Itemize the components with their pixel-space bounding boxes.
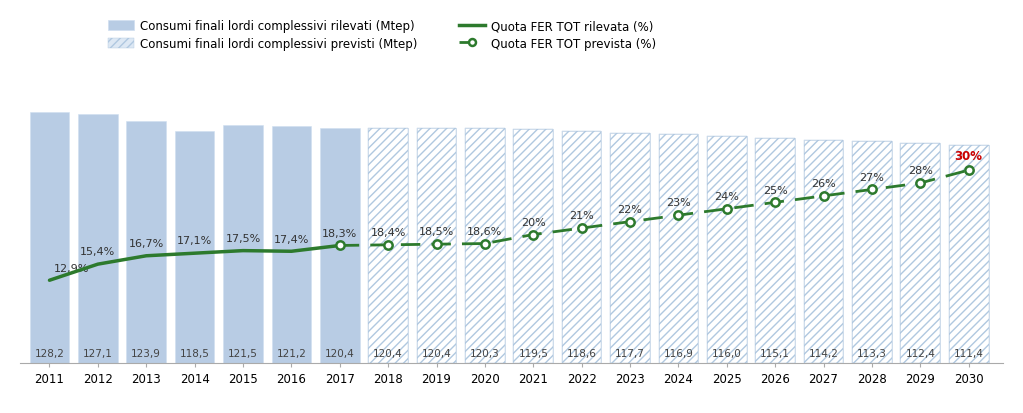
Text: 119,5: 119,5	[519, 349, 548, 358]
Text: 118,5: 118,5	[180, 349, 210, 358]
Text: 16,7%: 16,7%	[129, 238, 164, 249]
Bar	[562, 132, 602, 363]
Legend: Consumi finali lordi complessivi rilevati (Mtep), Consumi finali lordi complessi: Consumi finali lordi complessivi rilevat…	[105, 17, 660, 55]
Text: 120,4: 120,4	[373, 349, 403, 358]
Text: 120,3: 120,3	[470, 349, 500, 358]
Text: 120,4: 120,4	[325, 349, 355, 358]
Bar	[223, 126, 263, 363]
Text: 24%: 24%	[714, 192, 740, 202]
Bar	[465, 128, 504, 363]
Text: 115,1: 115,1	[760, 349, 790, 358]
Text: 112,4: 112,4	[905, 349, 935, 358]
Text: 27%: 27%	[859, 172, 884, 182]
Bar	[804, 140, 843, 363]
Bar	[175, 132, 215, 363]
Text: 111,4: 111,4	[953, 349, 983, 358]
Text: 23%: 23%	[666, 198, 691, 208]
Bar	[368, 128, 408, 363]
Bar	[707, 137, 747, 363]
Bar	[707, 137, 747, 363]
Text: 26%: 26%	[811, 179, 836, 189]
Text: 120,4: 120,4	[421, 349, 451, 358]
Text: 15,4%: 15,4%	[80, 247, 116, 257]
Bar	[416, 128, 456, 363]
Bar	[416, 128, 456, 363]
Text: 30%: 30%	[954, 150, 983, 163]
Bar	[271, 127, 311, 363]
Text: 17,1%: 17,1%	[177, 236, 212, 246]
Text: 22%: 22%	[618, 204, 642, 214]
Bar	[30, 113, 70, 363]
Bar	[949, 146, 988, 363]
Text: 25%: 25%	[763, 185, 788, 195]
Bar	[900, 144, 940, 363]
Text: 121,5: 121,5	[228, 349, 258, 358]
Text: 127,1: 127,1	[83, 349, 113, 358]
Bar	[465, 128, 504, 363]
Bar	[659, 135, 699, 363]
Bar	[127, 121, 166, 363]
Text: 20%: 20%	[521, 217, 545, 227]
Text: 117,7: 117,7	[615, 349, 644, 358]
Bar	[804, 140, 843, 363]
Text: 116,9: 116,9	[664, 349, 694, 358]
Text: 114,2: 114,2	[808, 349, 839, 358]
Bar	[852, 142, 892, 363]
Bar	[659, 135, 699, 363]
Text: 18,4%: 18,4%	[370, 228, 406, 237]
Text: 121,2: 121,2	[276, 349, 306, 358]
Bar	[755, 139, 795, 363]
Bar	[949, 146, 988, 363]
Text: 113,3: 113,3	[857, 349, 887, 358]
Text: 21%: 21%	[569, 211, 594, 221]
Text: 118,6: 118,6	[567, 349, 596, 358]
Text: 18,6%: 18,6%	[468, 226, 502, 236]
Bar	[610, 133, 650, 363]
Bar	[514, 130, 553, 363]
Bar	[368, 128, 408, 363]
Bar	[562, 132, 602, 363]
Text: 128,2: 128,2	[35, 349, 64, 358]
Text: 123,9: 123,9	[131, 349, 162, 358]
Text: 17,5%: 17,5%	[225, 233, 261, 243]
Text: 116,0: 116,0	[712, 349, 742, 358]
Text: 18,5%: 18,5%	[418, 227, 454, 237]
Bar	[755, 139, 795, 363]
Text: 17,4%: 17,4%	[274, 234, 309, 244]
Bar	[900, 144, 940, 363]
Bar	[78, 115, 118, 363]
Text: 28%: 28%	[907, 166, 933, 176]
Bar	[514, 130, 553, 363]
Bar	[852, 142, 892, 363]
Text: 12,9%: 12,9%	[54, 263, 90, 273]
Bar	[320, 128, 360, 363]
Bar	[610, 133, 650, 363]
Text: 18,3%: 18,3%	[322, 228, 357, 238]
